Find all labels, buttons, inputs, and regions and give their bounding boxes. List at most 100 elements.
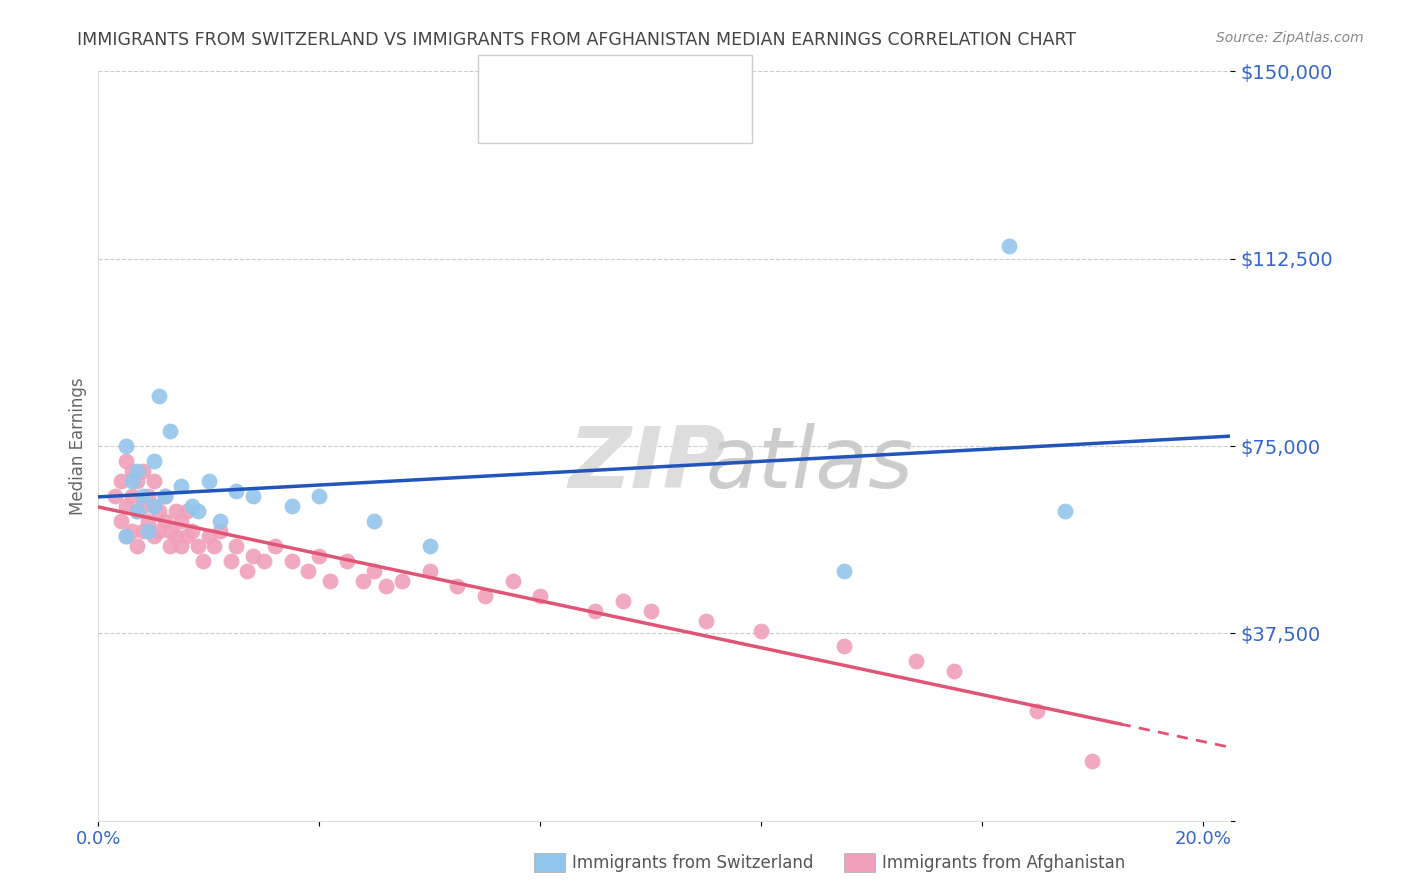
Point — [165, 529, 187, 543]
Point — [419, 539, 441, 553]
Point — [374, 579, 396, 593]
Point — [336, 554, 359, 568]
Point — [148, 524, 170, 538]
Point — [115, 499, 138, 513]
Point — [125, 504, 148, 518]
Point — [121, 489, 143, 503]
Point — [142, 499, 165, 513]
Point — [1026, 704, 1049, 718]
Point — [998, 239, 1021, 253]
Point — [125, 539, 148, 553]
Point — [198, 474, 221, 488]
Point — [153, 489, 176, 503]
Point — [142, 474, 165, 488]
Text: ZIP: ZIP — [568, 423, 725, 507]
Point — [142, 529, 165, 543]
Point — [170, 539, 193, 553]
Point — [208, 514, 231, 528]
Point — [198, 529, 221, 543]
Point — [131, 499, 153, 513]
Point — [142, 499, 165, 513]
Point — [904, 654, 927, 668]
Text: R =  0.054   N = 26: R = 0.054 N = 26 — [536, 78, 711, 97]
Point — [219, 554, 242, 568]
Text: atlas: atlas — [704, 423, 912, 507]
Bar — [494, 75, 519, 100]
Point — [474, 589, 496, 603]
Point — [153, 514, 176, 528]
Point — [115, 454, 138, 468]
Point — [943, 664, 966, 678]
Point — [187, 504, 209, 518]
Point — [640, 604, 662, 618]
Point — [115, 529, 138, 543]
Point — [104, 489, 127, 503]
Point — [187, 539, 209, 553]
Point — [148, 504, 170, 518]
Point — [612, 594, 634, 608]
Point — [121, 524, 143, 538]
Text: IMMIGRANTS FROM SWITZERLAND VS IMMIGRANTS FROM AFGHANISTAN MEDIAN EARNINGS CORRE: IMMIGRANTS FROM SWITZERLAND VS IMMIGRANT… — [77, 31, 1077, 49]
Point — [136, 524, 159, 538]
Point — [181, 524, 204, 538]
Text: R = -0.433   N = 68: R = -0.433 N = 68 — [536, 110, 713, 128]
Point — [242, 489, 264, 503]
Point — [176, 504, 198, 518]
Text: Source: ZipAtlas.com: Source: ZipAtlas.com — [1216, 31, 1364, 45]
Point — [121, 464, 143, 478]
Point — [148, 389, 170, 403]
Point — [502, 574, 524, 588]
Bar — [844, 853, 875, 872]
Point — [363, 514, 385, 528]
Point — [159, 424, 181, 438]
Bar — [494, 106, 519, 131]
Point — [529, 589, 551, 603]
Point — [832, 639, 855, 653]
Point — [193, 554, 215, 568]
Point — [280, 499, 302, 513]
Point — [202, 539, 225, 553]
Point — [208, 524, 231, 538]
Point — [253, 554, 276, 568]
Point — [1081, 754, 1104, 768]
Point — [125, 464, 148, 478]
Point — [153, 489, 176, 503]
Point — [136, 514, 159, 528]
Point — [319, 574, 342, 588]
Point — [225, 483, 247, 498]
Point — [225, 539, 247, 553]
Point — [170, 479, 193, 493]
Point — [280, 554, 302, 568]
Point — [110, 474, 132, 488]
Point — [264, 539, 287, 553]
Text: Immigrants from Switzerland: Immigrants from Switzerland — [572, 854, 814, 871]
Point — [125, 504, 148, 518]
Point — [242, 549, 264, 563]
Point — [363, 564, 385, 578]
Point — [308, 549, 330, 563]
Point — [352, 574, 374, 588]
Point — [419, 564, 441, 578]
Text: Immigrants from Afghanistan: Immigrants from Afghanistan — [882, 854, 1125, 871]
Point — [159, 539, 181, 553]
Point — [446, 579, 468, 593]
Point — [131, 489, 153, 503]
Point — [142, 454, 165, 468]
Point — [136, 489, 159, 503]
Point — [297, 564, 319, 578]
Point — [131, 464, 153, 478]
Point — [110, 514, 132, 528]
Point — [749, 624, 772, 638]
Point — [176, 529, 198, 543]
Point — [391, 574, 413, 588]
Point — [125, 474, 148, 488]
Point — [131, 524, 153, 538]
Point — [695, 614, 717, 628]
Y-axis label: Median Earnings: Median Earnings — [69, 377, 87, 515]
Point — [115, 529, 138, 543]
Bar — [534, 853, 565, 872]
Point — [121, 474, 143, 488]
Point — [832, 564, 855, 578]
Point — [115, 439, 138, 453]
Point — [1053, 504, 1076, 518]
